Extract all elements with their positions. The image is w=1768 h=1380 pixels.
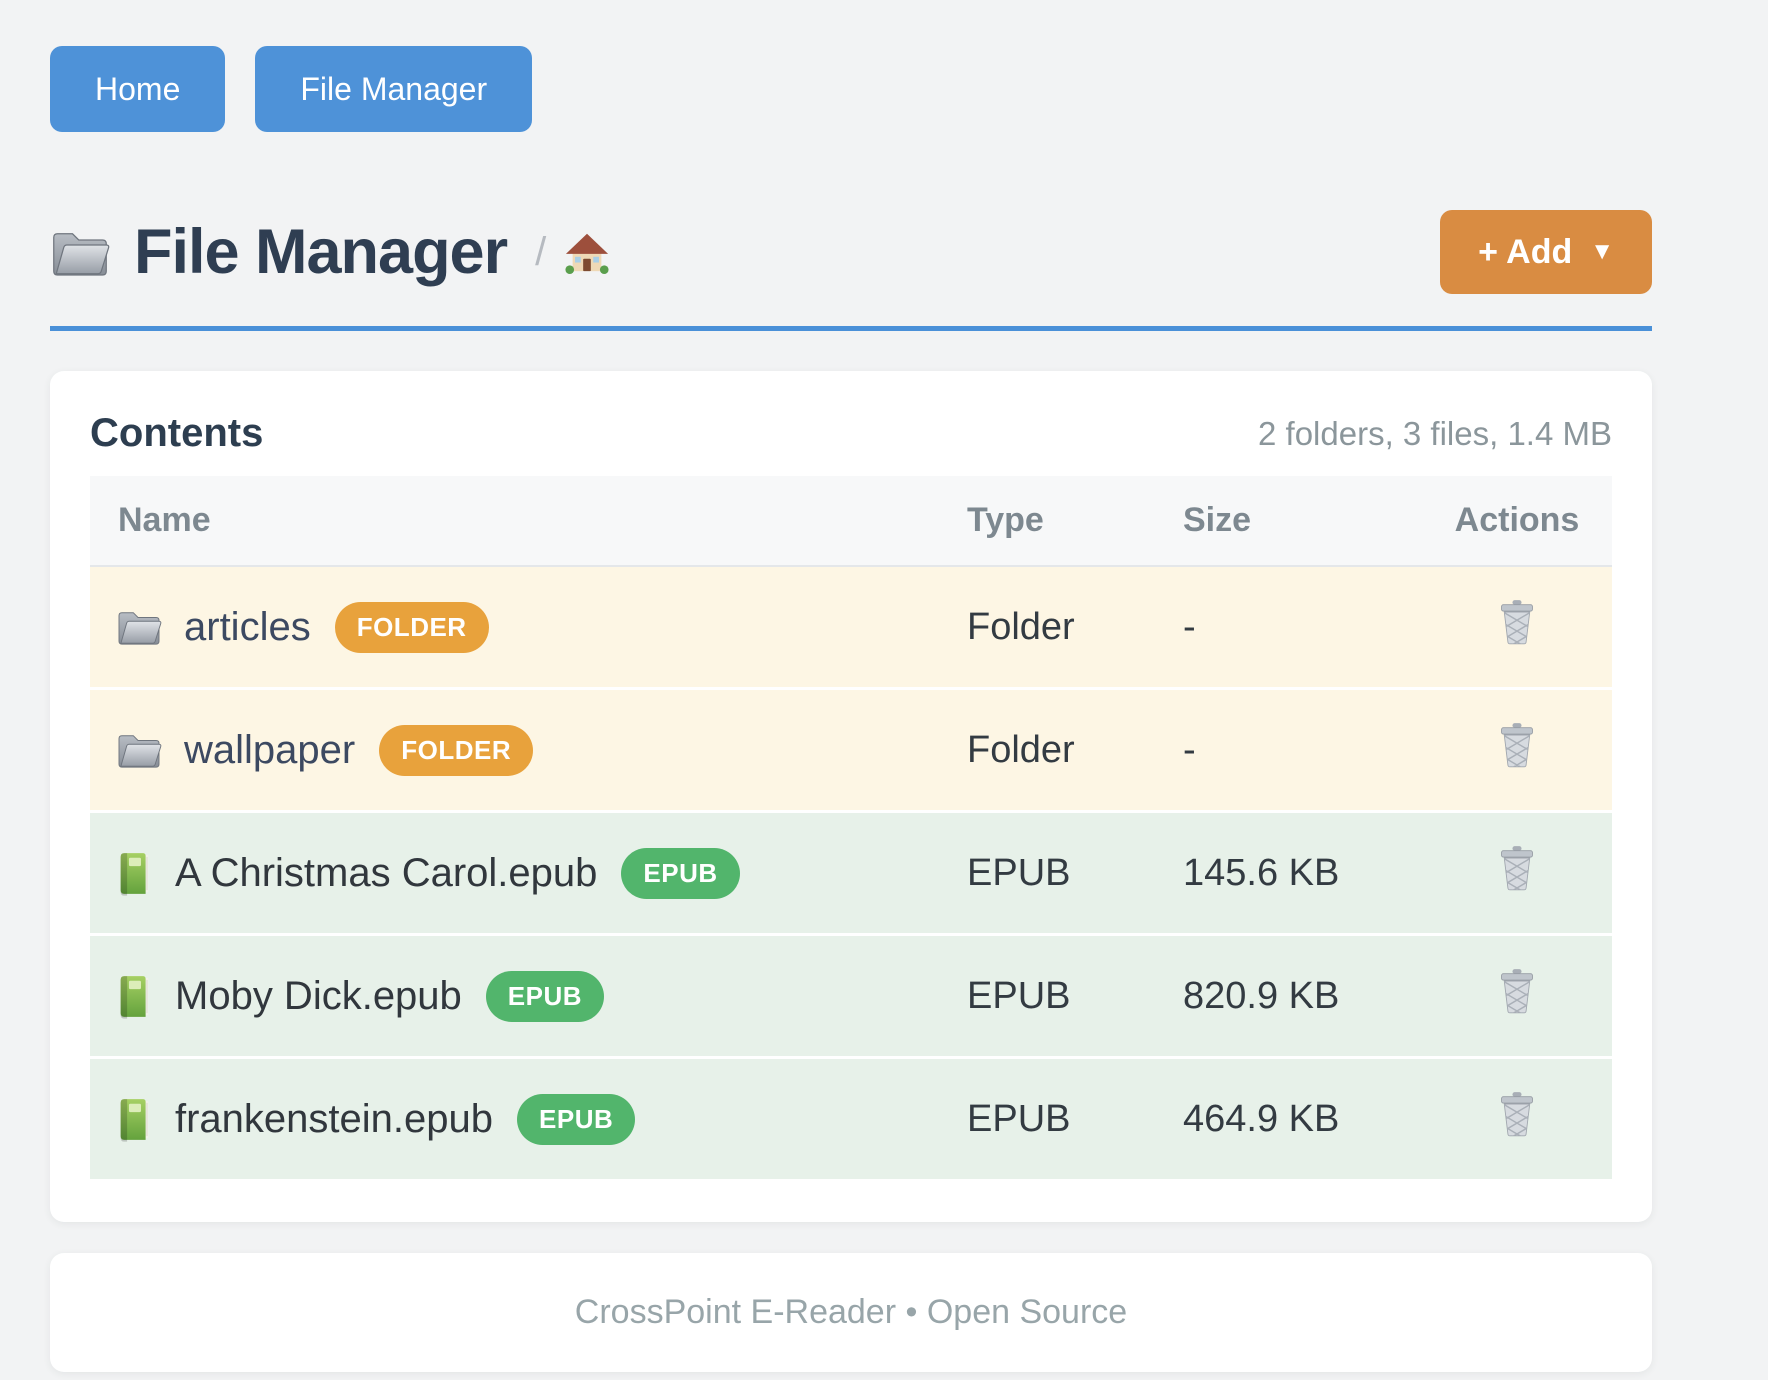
add-button[interactable]: + Add ▼	[1440, 210, 1652, 294]
contents-summary: 2 folders, 3 files, 1.4 MB	[1258, 414, 1612, 452]
file-name[interactable]: articles	[184, 604, 311, 649]
card-header: Contents 2 folders, 3 files, 1.4 MB	[90, 411, 1612, 456]
file-name[interactable]: A Christmas Carol.epub	[175, 850, 598, 895]
column-header-actions: Actions	[1422, 476, 1612, 567]
delete-button[interactable]	[1497, 845, 1537, 891]
folder-icon	[50, 226, 110, 279]
size-cell: 145.6 KB	[1183, 811, 1422, 936]
contents-card: Contents 2 folders, 3 files, 1.4 MB Name…	[50, 371, 1652, 1222]
file-name[interactable]: frankenstein.epub	[175, 1096, 494, 1141]
column-header-name: Name	[90, 476, 967, 567]
footer-text: CrossPoint E-Reader • Open Source	[574, 1293, 1128, 1331]
header-divider	[50, 326, 1652, 331]
type-cell: EPUB	[967, 934, 1183, 1059]
book-icon	[116, 1097, 153, 1142]
delete-button[interactable]	[1497, 599, 1537, 645]
trash-icon	[1497, 722, 1537, 768]
trash-icon	[1497, 968, 1537, 1014]
size-cell: -	[1183, 566, 1422, 690]
home-icon[interactable]	[564, 229, 610, 275]
table-row[interactable]: frankenstein.epub EPUB EPUB 464.9 KB	[90, 1057, 1612, 1182]
title-group: File Manager /	[50, 216, 610, 288]
delete-button[interactable]	[1497, 968, 1537, 1014]
table-row[interactable]: wallpaper FOLDER Folder -	[90, 688, 1612, 813]
column-header-type: Type	[967, 476, 1183, 567]
trash-icon	[1497, 1091, 1537, 1137]
page: Home File Manager File Manager / + Add ▼…	[50, 0, 1652, 1372]
type-cell: Folder	[967, 566, 1183, 690]
page-title: File Manager	[134, 217, 508, 287]
breadcrumb: /	[535, 229, 610, 275]
nav-button-file-manager[interactable]: File Manager	[255, 46, 533, 132]
type-badge: FOLDER	[379, 724, 534, 776]
page-header: File Manager / + Add ▼	[50, 210, 1652, 294]
type-badge: EPUB	[621, 847, 740, 899]
delete-button[interactable]	[1497, 722, 1537, 768]
book-icon	[116, 851, 153, 896]
top-nav: Home File Manager	[50, 46, 1652, 132]
card-title: Contents	[90, 411, 264, 455]
trash-icon	[1497, 845, 1537, 891]
type-cell: EPUB	[967, 811, 1183, 936]
table-row[interactable]: Moby Dick.epub EPUB EPUB 820.9 KB	[90, 934, 1612, 1059]
add-button-label: + Add	[1478, 232, 1573, 271]
breadcrumb-separator: /	[535, 229, 547, 274]
trash-icon	[1497, 599, 1537, 645]
table-row[interactable]: A Christmas Carol.epub EPUB EPUB 145.6 KB	[90, 811, 1612, 936]
table-header-row: Name Type Size Actions	[90, 476, 1612, 567]
type-badge: EPUB	[517, 1093, 636, 1145]
folder-icon	[116, 730, 162, 770]
caret-down-icon: ▼	[1590, 238, 1614, 265]
size-cell: 464.9 KB	[1183, 1057, 1422, 1182]
file-table-body: articles FOLDER Folder - wallpaper FOLDER Fold…	[90, 566, 1612, 1182]
nav-button-home[interactable]: Home	[50, 46, 226, 132]
file-name[interactable]: Moby Dick.epub	[175, 973, 462, 1018]
book-icon	[116, 974, 153, 1019]
size-cell: -	[1183, 688, 1422, 813]
footer: CrossPoint E-Reader • Open Source	[50, 1253, 1652, 1372]
type-badge: EPUB	[485, 970, 605, 1022]
column-header-size: Size	[1183, 476, 1422, 567]
folder-icon	[116, 607, 162, 647]
table-row[interactable]: articles FOLDER Folder -	[90, 566, 1612, 690]
type-badge: FOLDER	[334, 601, 489, 653]
file-table: Name Type Size Actions articles FOLDER Folder…	[90, 476, 1612, 1182]
size-cell: 820.9 KB	[1183, 934, 1422, 1059]
file-name[interactable]: wallpaper	[184, 727, 356, 772]
type-cell: EPUB	[967, 1057, 1183, 1182]
type-cell: Folder	[967, 688, 1183, 813]
delete-button[interactable]	[1497, 1091, 1537, 1137]
